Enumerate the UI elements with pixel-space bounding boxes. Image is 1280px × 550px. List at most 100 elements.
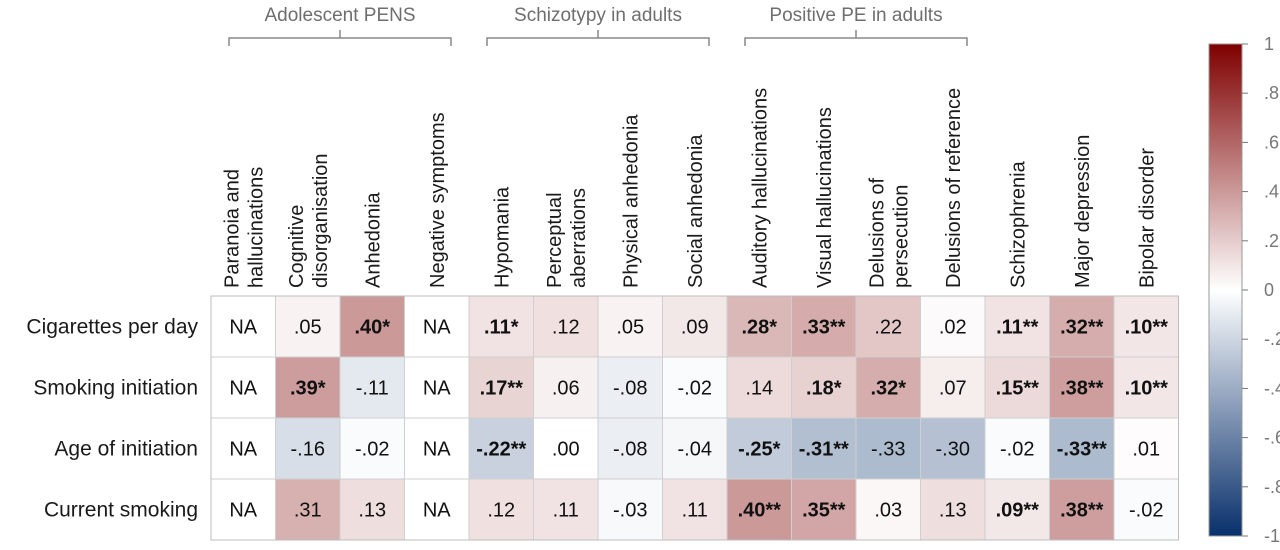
column-header: Physical anhedonia [620, 114, 642, 288]
row-label: Cigarettes per day [26, 316, 198, 339]
cell-value-label: -.02 [355, 439, 389, 461]
cell-value-label: .33** [802, 317, 846, 339]
heatmap-cell [533, 478, 599, 541]
cell-value-label: -.02 [1000, 439, 1034, 461]
cell-value-label: .09 [681, 317, 709, 339]
cell-value-label: .11** [996, 317, 1038, 339]
heatmap-cell [984, 417, 1050, 480]
cell-value-label: -.08 [613, 378, 647, 400]
column-header: Auditory hallucinations [749, 88, 771, 288]
cell-value-label: .22 [874, 317, 902, 339]
heatmap-cell [533, 295, 599, 358]
group-bracket [486, 30, 710, 46]
cell-value-label: -.04 [678, 439, 712, 461]
cell-value-label: .03 [874, 500, 902, 522]
heatmap-cell [726, 417, 792, 480]
cell-value-label: -.02 [678, 378, 712, 400]
group-label: Schizotypy in adults [514, 5, 682, 26]
cell-value-label: .05 [616, 317, 644, 339]
column-header: Delusions of persecution [866, 177, 912, 288]
cell-value-label: .28* [741, 317, 777, 339]
colorbar-tick-label: .8 [1264, 83, 1279, 103]
cell-value-label: -.03 [613, 500, 647, 522]
heatmap-cell [726, 478, 792, 541]
column-header-line: Visual hallucinations [814, 107, 836, 288]
cell-value-label: .18* [806, 378, 842, 400]
cell-value-label: .11 [553, 500, 579, 522]
column-header: Major depression [1072, 135, 1094, 288]
heatmap-cell [468, 356, 534, 419]
cell-value-label: .01 [1132, 439, 1160, 461]
column-header-line: Perceptual [544, 192, 566, 288]
group-bracket [744, 30, 968, 46]
column-header-line: Auditory hallucinations [749, 88, 771, 288]
cell-value-label: NA [423, 317, 451, 339]
cell-value-label: -.16 [291, 439, 325, 461]
cell-value-label: .10** [1125, 378, 1169, 400]
cell-value-label: .31 [294, 500, 322, 522]
cell-value-label: .40* [354, 317, 390, 339]
cell-value-label: .17** [480, 378, 524, 400]
column-header: Social anhedonia [685, 134, 707, 288]
column-header: Perceptual aberrations [544, 188, 590, 288]
colorbar-tick-label: 1 [1264, 34, 1274, 54]
cell-value-label: NA [229, 500, 257, 522]
cell-value-label: -.25* [738, 439, 780, 461]
heatmap-cell [275, 478, 341, 541]
column-header-line: Social anhedonia [685, 134, 707, 288]
cell-value-label: .06 [552, 378, 580, 400]
row-label: Current smoking [44, 499, 198, 522]
heatmap-cell [855, 478, 921, 541]
colorbar-tick-label: -.4 [1264, 378, 1280, 398]
column-header-line: Hypomania [491, 186, 513, 288]
cell-value-label: .40** [738, 500, 782, 522]
colorbar [1208, 43, 1243, 537]
heatmap-cell [791, 478, 857, 541]
grid-border [210, 295, 1179, 541]
row-label: Age of initiation [54, 438, 198, 461]
heatmap-cell [210, 478, 276, 541]
cell-value-label: .11 [682, 500, 708, 522]
cell-value-label: -.08 [613, 439, 647, 461]
cell-value-label: .12 [552, 317, 580, 339]
cell-value-label: .05 [294, 317, 322, 339]
column-header-line: Negative symptoms [427, 112, 449, 288]
cell-value-label: .32** [1060, 317, 1104, 339]
column-header: Visual hallucinations [814, 107, 836, 288]
cell-value-label: .12 [487, 500, 515, 522]
column-header-line: Physical anhedonia [620, 114, 642, 288]
column-header: Hypomania [491, 186, 513, 288]
column-header: Schizophrenia [1007, 160, 1029, 288]
cell-value-label: NA [229, 439, 257, 461]
cell-value-label: .09** [996, 500, 1040, 522]
heatmap-cell [920, 295, 986, 358]
heatmap-cell [404, 356, 470, 419]
column-header: Bipolar disorder [1136, 148, 1158, 288]
heatmap-cell [533, 417, 599, 480]
cell-value-label: .00 [552, 439, 580, 461]
cell-value-label: .02 [939, 317, 967, 339]
heatmap-cell [468, 478, 534, 541]
cell-value-label: NA [423, 439, 451, 461]
colorbar-tick-label: -.2 [1264, 329, 1280, 349]
group-label: Positive PE in adults [769, 5, 942, 26]
column-header-line: disorganisation [310, 153, 332, 288]
colorbar-tick-label: -.8 [1264, 477, 1280, 497]
heatmap-cell [791, 417, 857, 480]
cell-value-label: NA [229, 378, 257, 400]
cell-value-label: .11* [484, 317, 519, 339]
group-label: Adolescent PENS [264, 5, 415, 26]
colorbar-tick-label: .6 [1264, 132, 1279, 152]
cell-value-label: -.30 [936, 439, 970, 461]
heatmap-cell [920, 417, 986, 480]
colorbar-tick-label: -1 [1264, 526, 1280, 546]
cell-value-label: -.02 [1129, 500, 1163, 522]
heatmap-cell [791, 356, 857, 419]
heatmap-cell [1113, 417, 1179, 480]
heatmap-cell [597, 417, 663, 480]
heatmap-cell [210, 295, 276, 358]
heatmap-cell [275, 295, 341, 358]
cell-value-label: -.33 [871, 439, 905, 461]
column-header-line: persecution [890, 185, 912, 288]
